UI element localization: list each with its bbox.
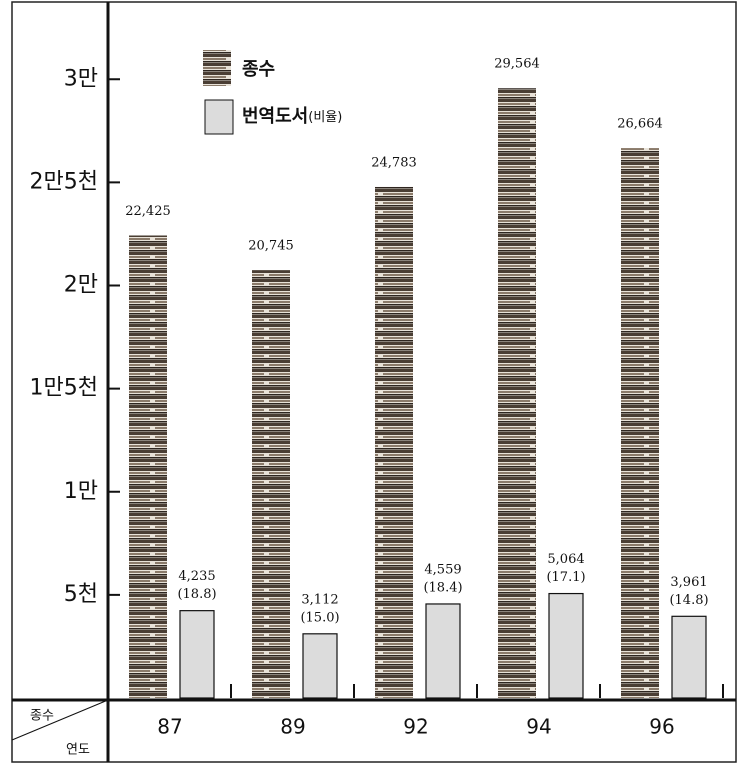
bar — [671, 615, 707, 699]
book-stack — [375, 186, 413, 698]
frame — [11, 1, 737, 763]
book-stack — [252, 270, 290, 698]
x-tick-label: 94 — [526, 715, 551, 739]
y-tick-label: 2만5천 — [30, 169, 98, 194]
book-stack — [498, 88, 536, 699]
value-label: 29,564 — [494, 57, 540, 72]
table-header: 종수 — [30, 709, 54, 724]
value-label: 24,783 — [371, 155, 417, 170]
bar — [179, 610, 215, 699]
bar — [548, 592, 584, 699]
value-label: 3,112 — [301, 592, 338, 607]
ratio-label: (18.8) — [177, 587, 216, 602]
ratio-label: (14.8) — [669, 593, 708, 608]
legend-label: 번역도서(비율) — [242, 106, 342, 127]
bar — [302, 633, 338, 699]
value-label: 3,961 — [670, 575, 707, 590]
table-header: 연도 — [66, 743, 90, 758]
value-label: 4,559 — [424, 562, 461, 577]
y-tick-label: 1만5천 — [30, 376, 98, 401]
x-tick-label: 89 — [280, 715, 305, 739]
legend-label: 번역도서 — [242, 106, 308, 127]
ratio-label: (15.0) — [300, 610, 339, 625]
y-tick-label: 1만 — [64, 479, 98, 504]
y-tick-label: 2만 — [64, 273, 98, 298]
book-stack — [129, 235, 167, 698]
value-label: 5,064 — [547, 552, 584, 567]
legend-icon — [203, 50, 231, 86]
x-tick-label: 92 — [403, 715, 428, 739]
y-tick-label: 5천 — [64, 582, 98, 607]
value-label: 26,664 — [617, 117, 663, 132]
legend-icon — [204, 99, 234, 135]
book-stack — [621, 148, 659, 698]
value-label: 4,235 — [178, 569, 215, 584]
legend-label-suffix: (비율) — [308, 110, 342, 125]
value-label: 22,425 — [125, 204, 171, 219]
value-label: 20,745 — [248, 239, 294, 254]
legend-label: 종수 — [242, 59, 275, 80]
header-diagonal — [11, 699, 109, 741]
bar — [425, 603, 461, 699]
y-tick-label: 3만 — [64, 66, 98, 91]
legend: 종수 번역도서(비율) — [203, 50, 342, 135]
x-tick-label: 87 — [157, 715, 182, 739]
ratio-label: (17.1) — [546, 570, 585, 585]
ratio-label: (18.4) — [423, 580, 462, 595]
x-tick-label: 96 — [649, 715, 674, 739]
